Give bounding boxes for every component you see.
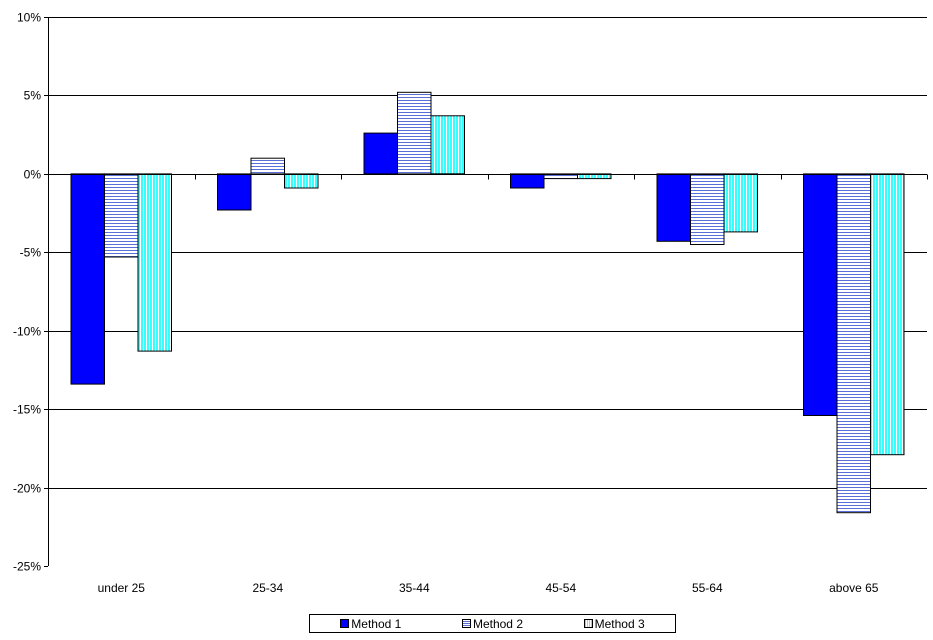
y-tick-label: -15%: [13, 403, 41, 417]
x-tick-label: under 25: [98, 581, 146, 595]
legend-label-method-3: Method 3: [594, 616, 645, 631]
y-tick-label: -5%: [20, 246, 42, 260]
bar-method-2-under-25: [104, 173, 139, 258]
legend-label-method-1: Method 1: [351, 616, 402, 631]
bar-method-1-25-34: [217, 173, 252, 211]
bar-method-1-55-64: [656, 173, 691, 242]
bar-method-3-under-25: [137, 173, 172, 352]
bar-method-3-35-44: [430, 115, 465, 175]
bar-method-1-35-44: [363, 132, 398, 175]
legend-label-method-2: Method 2: [472, 616, 523, 631]
bar-method-3-45-54: [577, 173, 612, 180]
bar-method-2-55-64: [690, 173, 725, 245]
bars: [70, 91, 905, 514]
gridlines: [48, 17, 927, 489]
bar-method-1-45-54: [510, 173, 545, 189]
legend-swatch-method-1: [340, 619, 350, 628]
bar-method-2-35-44: [397, 91, 432, 175]
legend-swatch-method-2: [461, 619, 471, 628]
axes: [44, 17, 928, 567]
bar-method-3-above-65: [870, 173, 905, 456]
y-tick-label: 5%: [24, 89, 42, 103]
x-tick-label: 25-34: [252, 581, 283, 595]
y-tick-label: -20%: [13, 482, 41, 496]
x-tick-label: 55-64: [692, 581, 723, 595]
x-tick-label: 45-54: [545, 581, 576, 595]
tick-labels: 10% 5% 0% -5% -10% -15% -20% -25% under 25 25-34 3…: [13, 11, 879, 596]
legend: Method 1 Method 2 Method 3: [309, 614, 676, 633]
legend-swatch-method-3: [583, 619, 593, 628]
bar-method-1-above-65: [803, 173, 838, 416]
x-tick-label: 35-44: [399, 581, 430, 595]
bar-method-2-above-65: [836, 173, 871, 514]
y-tick-label: -10%: [13, 325, 41, 339]
legend-item-method-1: Method 1: [340, 617, 401, 631]
legend-item-method-3: Method 3: [583, 616, 645, 631]
y-tick-label: 10%: [17, 11, 41, 25]
y-tick-label: -25%: [13, 560, 41, 574]
bar-method-3-55-64: [723, 173, 758, 233]
bar-method-2-25-34: [250, 157, 285, 175]
legend-item-method-2: Method 2: [461, 616, 523, 631]
y-tick-label: 0%: [24, 168, 42, 182]
x-tick-label: above 65: [829, 581, 879, 595]
bar-method-3-25-34: [284, 173, 319, 189]
bar-method-1-under-25: [70, 173, 105, 385]
